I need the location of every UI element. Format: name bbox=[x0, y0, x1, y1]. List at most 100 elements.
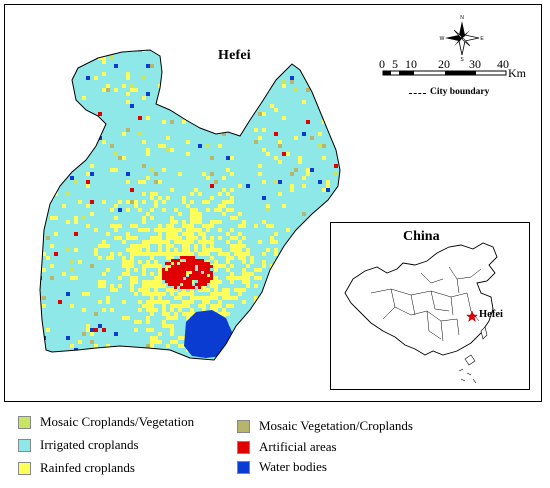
land-cover-pixel bbox=[186, 228, 190, 232]
land-cover-pixel bbox=[70, 176, 74, 180]
legend-item: Rainfed croplands bbox=[18, 460, 135, 476]
land-cover-pixel bbox=[126, 200, 130, 204]
land-cover-pixel bbox=[186, 140, 190, 144]
land-cover-pixel bbox=[150, 292, 154, 296]
land-cover-pixel bbox=[222, 264, 226, 268]
land-cover-pixel bbox=[58, 300, 62, 304]
land-cover-pixel bbox=[66, 248, 70, 252]
land-cover-pixel bbox=[162, 308, 166, 312]
land-cover-pixel bbox=[170, 220, 174, 224]
artificial-pixel bbox=[201, 259, 204, 262]
land-cover-pixel bbox=[246, 184, 250, 188]
land-cover-pixel bbox=[154, 180, 158, 184]
land-cover-pixel bbox=[90, 328, 94, 332]
artificial-pixel bbox=[195, 259, 198, 262]
land-cover-pixel bbox=[210, 284, 214, 288]
land-cover-pixel bbox=[98, 324, 102, 328]
land-cover-pixel bbox=[234, 216, 238, 220]
land-cover-pixel bbox=[134, 292, 138, 296]
land-cover-pixel bbox=[122, 272, 126, 276]
legend-label: Rainfed croplands bbox=[40, 460, 135, 475]
land-cover-pixel bbox=[178, 228, 182, 232]
land-cover-pixel bbox=[90, 172, 94, 176]
land-cover-pixel bbox=[266, 224, 270, 228]
land-cover-pixel bbox=[162, 252, 166, 256]
land-cover-pixel bbox=[190, 252, 194, 256]
land-cover-pixel bbox=[158, 276, 162, 280]
land-cover-pixel bbox=[90, 340, 94, 344]
land-cover-pixel bbox=[246, 252, 250, 256]
land-cover-pixel bbox=[242, 256, 246, 260]
land-cover-pixel bbox=[182, 120, 186, 124]
artificial-pixel bbox=[174, 265, 177, 268]
artificial-pixel bbox=[174, 283, 177, 286]
land-cover-pixel bbox=[146, 248, 150, 252]
land-cover-pixel bbox=[182, 252, 186, 256]
land-cover-pixel bbox=[274, 132, 278, 136]
land-cover-pixel bbox=[246, 272, 250, 276]
land-cover-pixel bbox=[122, 264, 126, 268]
land-cover-pixel bbox=[186, 292, 190, 296]
land-cover-pixel bbox=[134, 276, 138, 280]
land-cover-pixel bbox=[290, 188, 294, 192]
land-cover-pixel bbox=[238, 184, 242, 188]
artificial-pixel bbox=[198, 262, 201, 265]
land-cover-pixel bbox=[158, 340, 162, 344]
land-cover-pixel bbox=[134, 248, 138, 252]
artificial-pixel bbox=[198, 259, 201, 262]
artificial-pixel bbox=[162, 274, 165, 277]
land-cover-pixel bbox=[166, 240, 170, 244]
land-cover-pixel bbox=[182, 196, 186, 200]
land-cover-pixel bbox=[198, 220, 202, 224]
land-cover-pixel bbox=[178, 212, 182, 216]
land-cover-pixel bbox=[154, 228, 158, 232]
land-cover-pixel bbox=[142, 288, 146, 292]
artificial-pixel bbox=[165, 262, 168, 265]
land-cover-pixel bbox=[254, 140, 258, 144]
land-cover-pixel bbox=[202, 200, 206, 204]
land-cover-pixel bbox=[158, 332, 162, 336]
land-cover-pixel bbox=[222, 252, 226, 256]
land-cover-pixel bbox=[142, 216, 146, 220]
land-cover-pixel bbox=[214, 308, 218, 312]
land-cover-pixel bbox=[46, 328, 50, 332]
land-cover-pixel bbox=[162, 324, 166, 328]
land-cover-pixel bbox=[130, 280, 134, 284]
land-cover-pixel bbox=[154, 240, 158, 244]
land-cover-pixel bbox=[202, 300, 206, 304]
artificial-pixel bbox=[189, 274, 192, 277]
artificial-pixel bbox=[207, 262, 210, 265]
land-cover-pixel bbox=[166, 228, 170, 232]
land-cover-pixel bbox=[90, 164, 94, 168]
land-cover-pixel bbox=[278, 192, 282, 196]
land-cover-pixel bbox=[162, 284, 166, 288]
land-cover-pixel bbox=[206, 248, 210, 252]
land-cover-pixel bbox=[150, 300, 154, 304]
land-cover-pixel bbox=[162, 228, 166, 232]
artificial-pixel bbox=[180, 265, 183, 268]
land-cover-pixel bbox=[82, 96, 86, 100]
land-cover-pixel bbox=[186, 152, 190, 156]
artificial-pixel bbox=[207, 271, 210, 274]
land-cover-pixel bbox=[142, 264, 146, 268]
land-cover-pixel bbox=[238, 292, 242, 296]
land-cover-pixel bbox=[166, 300, 170, 304]
land-cover-pixel bbox=[70, 344, 74, 348]
land-cover-pixel bbox=[122, 256, 126, 260]
land-cover-pixel bbox=[154, 288, 158, 292]
artificial-pixel bbox=[207, 280, 210, 283]
land-cover-pixel bbox=[50, 216, 54, 220]
land-cover-pixel bbox=[122, 156, 126, 160]
land-cover-pixel bbox=[198, 216, 202, 220]
land-cover-pixel bbox=[166, 324, 170, 328]
land-cover-pixel bbox=[190, 300, 194, 304]
land-cover-pixel bbox=[154, 204, 158, 208]
land-cover-pixel bbox=[174, 312, 178, 316]
land-cover-pixel bbox=[106, 300, 110, 304]
inset-title: China bbox=[403, 229, 440, 244]
land-cover-pixel bbox=[246, 280, 250, 284]
land-cover-pixel bbox=[158, 296, 162, 300]
land-cover-pixel bbox=[214, 304, 218, 308]
land-cover-pixel bbox=[146, 320, 150, 324]
artificial-pixel bbox=[165, 274, 168, 277]
